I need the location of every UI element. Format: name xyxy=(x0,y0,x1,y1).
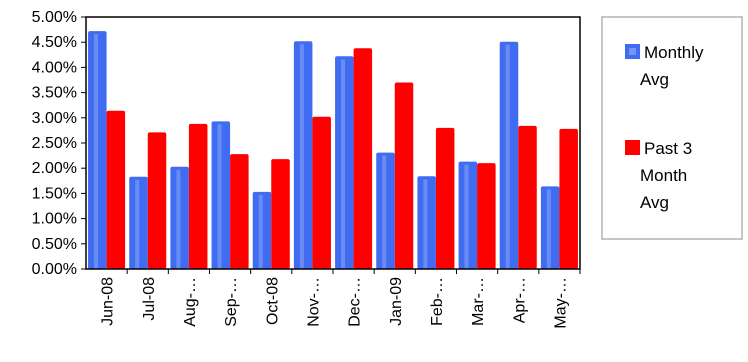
y-axis: 0.00% 0.50% 1.00% 1.50% 2.00% 2.50% 3.00% 3.50%… xyxy=(32,9,86,278)
bar-highlight xyxy=(217,124,222,269)
y-tick-label: 3.50% xyxy=(32,85,77,102)
bar-highlight xyxy=(299,44,304,269)
x-category-label: May-… xyxy=(552,277,569,329)
bar-highlight xyxy=(176,169,181,269)
bar-highlight xyxy=(505,44,510,269)
y-tick-label: 2.00% xyxy=(32,160,77,177)
legend-swatch xyxy=(625,140,640,155)
bar-highlight xyxy=(258,194,263,269)
bar-past-3-month-avg xyxy=(106,110,126,269)
bars xyxy=(88,31,578,270)
legend-label: Month xyxy=(640,166,687,185)
y-tick-label: 1.00% xyxy=(32,211,77,228)
legend-label: Past 3 xyxy=(644,139,692,158)
bar-past-3-month-avg xyxy=(271,159,290,269)
y-tick-label: 4.00% xyxy=(32,59,77,76)
y-tick-label: 2.50% xyxy=(32,135,77,152)
y-tick-label: 0.00% xyxy=(32,261,77,278)
x-category-label: Sep-… xyxy=(223,277,240,327)
x-category-label: Jun-08 xyxy=(100,277,117,326)
bar-highlight xyxy=(93,34,99,269)
x-category-label: Aug-… xyxy=(182,277,199,327)
bar-past-3-month-avg xyxy=(477,163,496,269)
y-tick-label: 5.00% xyxy=(32,9,77,26)
bar-past-3-month-avg xyxy=(394,82,414,270)
bar-highlight xyxy=(382,155,387,269)
legend-label: Avg xyxy=(640,193,669,212)
legend-label: Avg xyxy=(640,70,669,89)
y-tick-label: 4.50% xyxy=(32,34,77,51)
legend-swatch-highlight xyxy=(629,48,636,55)
bar-past-3-month-avg xyxy=(147,132,167,269)
bar-past-3-month-avg xyxy=(353,48,373,269)
y-tick-label: 0.50% xyxy=(32,236,77,253)
x-category-label: Oct-08 xyxy=(264,277,281,325)
bar-highlight xyxy=(340,59,346,270)
bar-past-3-month-avg xyxy=(312,116,331,270)
y-tick-label: 3.00% xyxy=(32,110,77,127)
y-tick-label: 1.50% xyxy=(32,185,77,202)
bar-past-3-month-avg xyxy=(435,127,455,269)
bar-past-3-month-avg xyxy=(518,125,537,269)
x-category-label: Jul-08 xyxy=(141,277,158,321)
bar-highlight xyxy=(423,179,428,269)
x-category-label: Dec-… xyxy=(347,277,364,327)
x-axis: Jun-08 Jul-08 Aug-… Sep-… Oct-08 Nov-… Dec-… Ja… xyxy=(100,269,581,329)
x-category-label: Jan-09 xyxy=(388,277,405,326)
bar-past-3-month-avg xyxy=(188,123,208,270)
bar-past-3-month-avg xyxy=(230,154,249,269)
x-category-label: Apr-… xyxy=(511,277,528,323)
x-category-label: Feb-… xyxy=(429,277,446,326)
legend-label: Monthly xyxy=(644,43,704,62)
legend: Monthly Avg Past 3 Month Avg xyxy=(601,16,743,240)
x-category-label: Mar-… xyxy=(470,277,487,326)
bar-past-3-month-avg xyxy=(559,128,578,269)
bar-highlight xyxy=(464,164,469,269)
plot-area xyxy=(85,16,581,270)
bar-highlight xyxy=(546,189,551,269)
bar-highlight xyxy=(135,179,140,269)
x-category-label: Nov-… xyxy=(305,277,322,327)
